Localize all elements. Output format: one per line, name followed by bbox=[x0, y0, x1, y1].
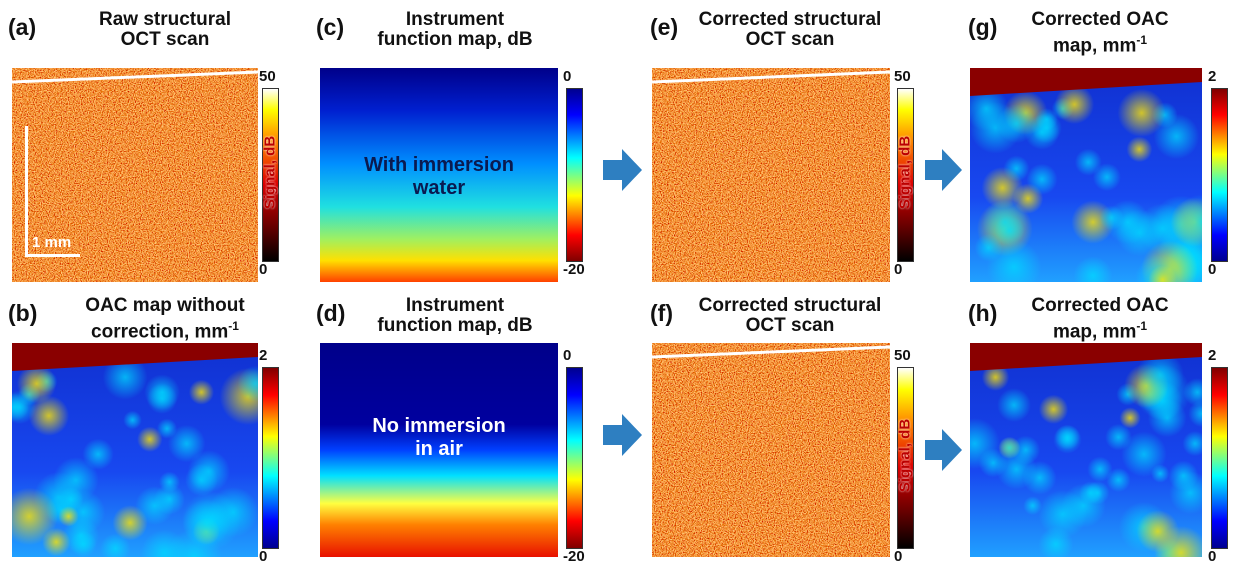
surface bbox=[12, 343, 258, 557]
title-line: OCT scan bbox=[45, 30, 285, 50]
colorbar-tick: 2 bbox=[1208, 347, 1216, 364]
title-text: OCT scan bbox=[746, 315, 835, 336]
scale-bar-vertical bbox=[25, 126, 28, 256]
colorbar-tick: 0 bbox=[1208, 261, 1216, 278]
overlay-line: No immersion bbox=[320, 415, 558, 438]
image bbox=[970, 68, 1202, 282]
speckle-noise bbox=[652, 343, 890, 557]
colorbar-tick: 50 bbox=[259, 68, 276, 85]
colorbar bbox=[566, 88, 583, 262]
title-text: OAC map without bbox=[85, 295, 244, 316]
arrow bbox=[925, 149, 962, 191]
colorbar-label: Signal, dB bbox=[262, 130, 279, 216]
title-line: OAC map without bbox=[45, 296, 285, 316]
title-text: Instrument bbox=[406, 9, 504, 30]
colorbar bbox=[1211, 88, 1228, 262]
arrow bbox=[603, 149, 642, 191]
colorbar-tick: 0 bbox=[563, 68, 571, 85]
panel-label: (b) bbox=[8, 300, 37, 327]
colorbar-tick: 0 bbox=[894, 261, 902, 278]
colorbar-tick: 0 bbox=[894, 548, 902, 565]
colorbar-tick: 0 bbox=[259, 548, 267, 565]
title-text: function map, dB bbox=[377, 29, 532, 50]
colorbar-tick: 50 bbox=[894, 347, 911, 364]
top-band bbox=[12, 343, 258, 371]
title-line: Instrument bbox=[335, 296, 575, 316]
title-line: Corrected structural bbox=[670, 296, 910, 316]
title-superscript: -1 bbox=[1136, 33, 1147, 47]
title-line: Corrected OAC bbox=[980, 10, 1220, 30]
figure: (() => { const data = JSON.parse(documen… bbox=[0, 0, 1244, 559]
colorbar-tick: 50 bbox=[894, 68, 911, 85]
overlay-text: No immersionin air bbox=[320, 415, 558, 461]
image bbox=[652, 343, 890, 557]
colorbar-tick: 0 bbox=[259, 261, 267, 278]
title-text: Corrected structural bbox=[699, 295, 882, 316]
colorbar-tick: 2 bbox=[259, 347, 267, 364]
panel-title: Corrected OACmap, mm-1 bbox=[980, 10, 1220, 56]
title-line: map, mm-1 bbox=[980, 30, 1220, 56]
title-text: Corrected OAC bbox=[1031, 9, 1168, 30]
colorbar-tick: -20 bbox=[563, 548, 585, 565]
speckle bbox=[652, 343, 890, 557]
title-line: OCT scan bbox=[670, 316, 910, 336]
title-text: map, mm bbox=[1053, 35, 1136, 56]
colorbar-label: Signal, dB bbox=[897, 130, 914, 216]
scale-bar-horizontal bbox=[25, 254, 80, 257]
colorbar bbox=[1211, 367, 1228, 549]
overlay-line: With immersion bbox=[320, 154, 558, 177]
speckle bbox=[652, 68, 890, 282]
title-line: Corrected OAC bbox=[980, 296, 1220, 316]
colorbar bbox=[262, 367, 279, 549]
title-text: correction, mm bbox=[91, 321, 228, 342]
title-superscript: -1 bbox=[1136, 319, 1147, 333]
title-line: Corrected structural bbox=[670, 10, 910, 30]
title-line: function map, dB bbox=[335, 30, 575, 50]
title-text: OCT scan bbox=[746, 29, 835, 50]
surface bbox=[970, 68, 1202, 282]
arrow bbox=[925, 429, 962, 471]
image bbox=[12, 343, 258, 557]
top-band bbox=[970, 68, 1202, 96]
colorbar-tick: 0 bbox=[563, 347, 571, 364]
title-line: Instrument bbox=[335, 10, 575, 30]
title-line: OCT scan bbox=[670, 30, 910, 50]
title-text: Corrected OAC bbox=[1031, 295, 1168, 316]
speckle-noise bbox=[652, 68, 890, 282]
overlay-line: water bbox=[320, 177, 558, 200]
colorbar-tick: -20 bbox=[563, 261, 585, 278]
surface bbox=[970, 343, 1202, 557]
title-superscript: -1 bbox=[228, 319, 239, 333]
colorbar-tick: 0 bbox=[1208, 548, 1216, 565]
colorbar-tick: 2 bbox=[1208, 68, 1216, 85]
title-line: correction, mm-1 bbox=[45, 316, 285, 342]
title-text: OCT scan bbox=[121, 29, 210, 50]
panel-label: (a) bbox=[8, 14, 36, 41]
colorbar bbox=[566, 367, 583, 549]
arrow bbox=[603, 414, 642, 456]
top-band bbox=[970, 343, 1202, 371]
panel-title: Raw structuralOCT scan bbox=[45, 10, 285, 50]
image bbox=[652, 68, 890, 282]
image bbox=[970, 343, 1202, 557]
title-text: function map, dB bbox=[377, 315, 532, 336]
title-text: Raw structural bbox=[99, 9, 231, 30]
title-text: Corrected structural bbox=[699, 9, 882, 30]
title-text: Instrument bbox=[406, 295, 504, 316]
title-line: Raw structural bbox=[45, 10, 285, 30]
colorbar-label: Signal, dB bbox=[897, 413, 914, 499]
title-line: map, mm-1 bbox=[980, 316, 1220, 342]
scale-bar-label: 1 mm bbox=[32, 234, 71, 251]
title-line: function map, dB bbox=[335, 316, 575, 336]
overlay-line: in air bbox=[320, 438, 558, 461]
title-text: map, mm bbox=[1053, 321, 1136, 342]
